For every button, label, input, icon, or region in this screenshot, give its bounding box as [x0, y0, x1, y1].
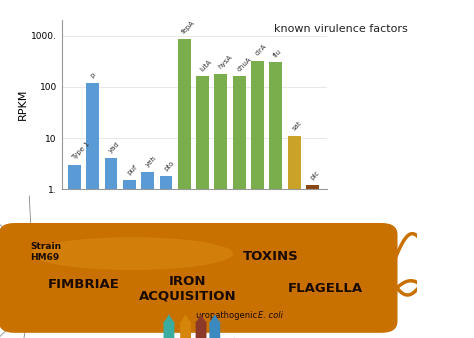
Text: IRON
ACQUISITION: IRON ACQUISITION — [139, 274, 237, 302]
Text: puf: puf — [126, 164, 138, 176]
Text: sat: sat — [291, 120, 302, 132]
Text: FLAGELLA: FLAGELLA — [288, 282, 363, 295]
Text: FIMBRIAE: FIMBRIAE — [47, 279, 119, 291]
Bar — [141, 172, 154, 338]
Text: uropathogenic: uropathogenic — [196, 311, 260, 320]
Bar — [233, 76, 246, 338]
Y-axis label: RPKM: RPKM — [18, 89, 28, 120]
Polygon shape — [210, 314, 219, 322]
FancyBboxPatch shape — [196, 321, 207, 338]
Text: pic: pic — [309, 170, 320, 181]
FancyBboxPatch shape — [210, 321, 220, 338]
Polygon shape — [164, 314, 173, 322]
Bar — [196, 76, 209, 338]
Text: yeh: yeh — [144, 154, 158, 168]
Text: chuA: chuA — [236, 56, 253, 72]
Bar — [160, 176, 173, 338]
Bar — [68, 165, 81, 338]
Text: cirA: cirA — [254, 43, 268, 57]
Polygon shape — [196, 314, 206, 322]
Text: yad: yad — [108, 141, 121, 154]
Text: E. coli: E. coli — [258, 311, 283, 320]
Bar — [214, 74, 228, 338]
Bar — [251, 61, 264, 338]
Text: fepA: fepA — [181, 20, 196, 35]
Text: TOXINS: TOXINS — [243, 250, 299, 263]
FancyBboxPatch shape — [0, 223, 398, 333]
Bar — [269, 63, 282, 338]
FancyBboxPatch shape — [180, 321, 191, 338]
Text: hysA: hysA — [218, 53, 234, 70]
Polygon shape — [181, 314, 190, 322]
Text: p: p — [90, 71, 97, 79]
Ellipse shape — [31, 237, 233, 270]
Text: iutA: iutA — [199, 58, 213, 72]
Text: known virulence factors: known virulence factors — [274, 24, 408, 34]
Bar — [288, 136, 301, 338]
Text: Strain
HM69: Strain HM69 — [30, 242, 61, 262]
Text: flu: flu — [273, 48, 283, 58]
Bar — [178, 39, 191, 338]
Text: Type 1: Type 1 — [71, 141, 91, 161]
Bar — [123, 180, 136, 338]
Text: pto: pto — [163, 160, 175, 172]
Bar — [105, 159, 118, 338]
Bar — [86, 83, 99, 338]
FancyBboxPatch shape — [164, 321, 174, 338]
Bar — [306, 185, 319, 338]
